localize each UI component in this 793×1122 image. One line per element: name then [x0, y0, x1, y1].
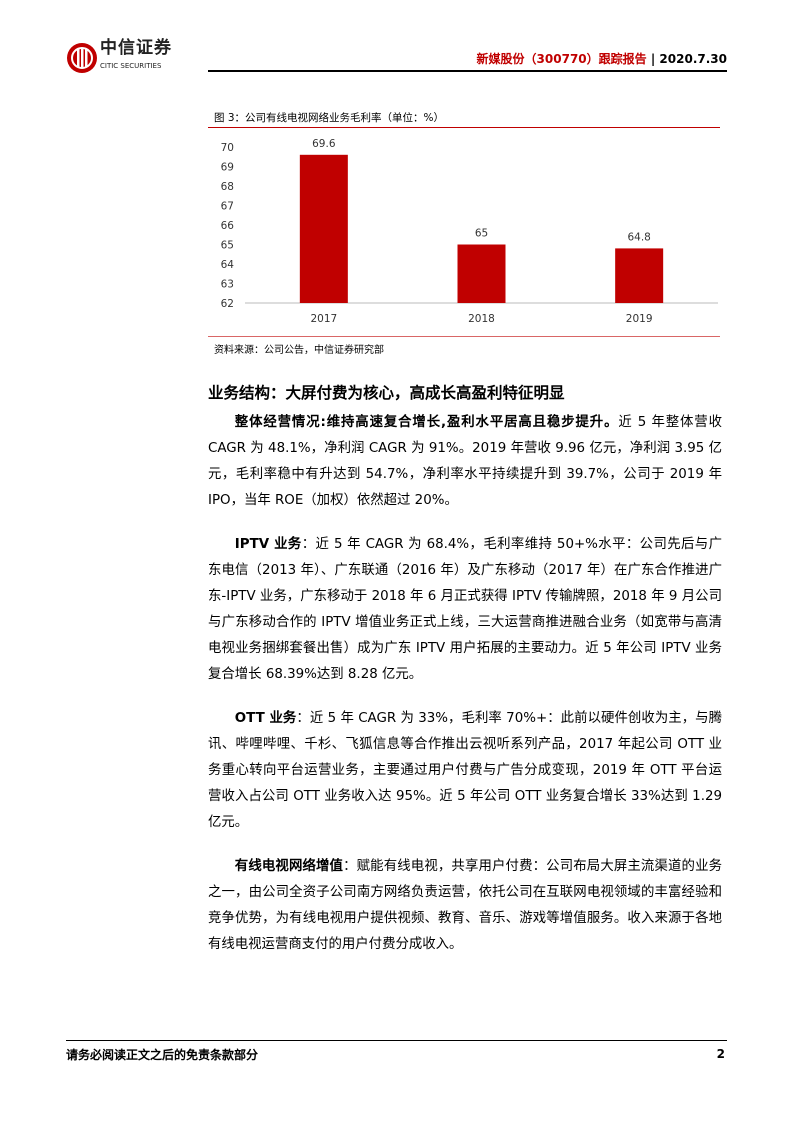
figure-title: 图 3：公司有线电视网络业务毛利率（单位：%） — [214, 112, 444, 124]
bar-2019 — [615, 248, 664, 303]
header-divider — [208, 70, 727, 72]
para-body: ：赋能有线电视，共享用户付费：公司布局大屏主流渠道的业务之一，由公司全资子公司南… — [208, 859, 723, 952]
report-title: 新媒股份（300770）跟踪报告 — [476, 52, 647, 66]
figure-source: 资料来源：公司公告，中信证券研究部 — [214, 345, 384, 356]
figure-divider — [208, 127, 720, 128]
paragraph-cable: 有线电视网络增值：赋能有线电视，共享用户付费：公司布局大屏主流渠道的业务之一，由… — [208, 854, 722, 958]
citic-logo-icon — [67, 43, 97, 73]
y-tick-label: 70 — [221, 142, 234, 154]
para-body: 近 5 年整体营收 CAGR 为 48.1%，净利润 CAGR 为 91%。20… — [208, 415, 722, 508]
y-tick-label: 65 — [221, 240, 234, 252]
footer-disclaimer: 请务必阅读正文之后的免责条款部分 — [66, 1048, 259, 1062]
paragraph-iptv: IPTV 业务：近 5 年 CAGR 为 68.4%，毛利率维持 50+%水平：… — [208, 532, 722, 688]
body-content: 业务结构：大屏付费为核心，高成长高盈利特征明显 整体经营情况:维持高速复合增长,… — [208, 382, 722, 976]
bar-2018 — [457, 244, 506, 303]
para-lead: OTT 业务 — [234, 711, 297, 726]
y-tick-label: 68 — [221, 181, 234, 193]
logo-cn: 中信证券 — [100, 38, 172, 58]
y-tick-label: 63 — [221, 279, 234, 291]
section-title: 业务结构：大屏付费为核心，高成长高盈利特征明显 — [208, 384, 565, 402]
para-body: ：近 5 年 CAGR 为 33%，毛利率 70%+：此前以硬件创收为主，与腾讯… — [208, 711, 723, 830]
para-lead: IPTV 业务 — [234, 537, 302, 552]
report-date: 2020.7.30 — [659, 52, 727, 66]
y-tick-label: 67 — [221, 201, 234, 213]
x-tick-label: 2017 — [310, 313, 337, 325]
para-lead: 整体经营情况:维持高速复合增长,盈利水平居高且稳步提升。 — [234, 415, 619, 430]
logo-en: CITIC SECURITIES — [100, 62, 162, 70]
report-header: 新媒股份（300770）跟踪报告 | 2020.7.30 — [477, 52, 727, 67]
data-label: 69.6 — [312, 138, 336, 150]
y-tick-label: 66 — [221, 220, 235, 232]
paragraph-ott: OTT 业务：近 5 年 CAGR 为 33%，毛利率 70%+：此前以硬件创收… — [208, 706, 722, 836]
data-label: 65 — [475, 228, 488, 240]
x-tick-label: 2018 — [468, 313, 495, 325]
bar-chart: 62 63 64 65 66 67 68 69 70 69.6 2017 65 2018 64.8 2019 — [221, 138, 718, 325]
bar-2017 — [299, 154, 348, 303]
chart-divider — [208, 336, 720, 337]
para-lead: 有线电视网络增值 — [234, 859, 344, 874]
data-label: 64.8 — [627, 231, 650, 243]
separator: | — [650, 52, 656, 66]
para-body: ：近 5 年 CAGR 为 68.4%，毛利率维持 50+%水平：公司先后与广东… — [208, 537, 722, 682]
page-number: 2 — [716, 1047, 725, 1061]
footer-divider — [66, 1040, 727, 1041]
y-tick-label: 69 — [221, 162, 234, 174]
y-tick-label: 62 — [221, 298, 234, 310]
paragraph-overall: 整体经营情况:维持高速复合增长,盈利水平居高且稳步提升。近 5 年整体营收 CA… — [208, 410, 722, 514]
y-tick-label: 64 — [221, 259, 235, 271]
x-tick-label: 2019 — [626, 313, 653, 325]
